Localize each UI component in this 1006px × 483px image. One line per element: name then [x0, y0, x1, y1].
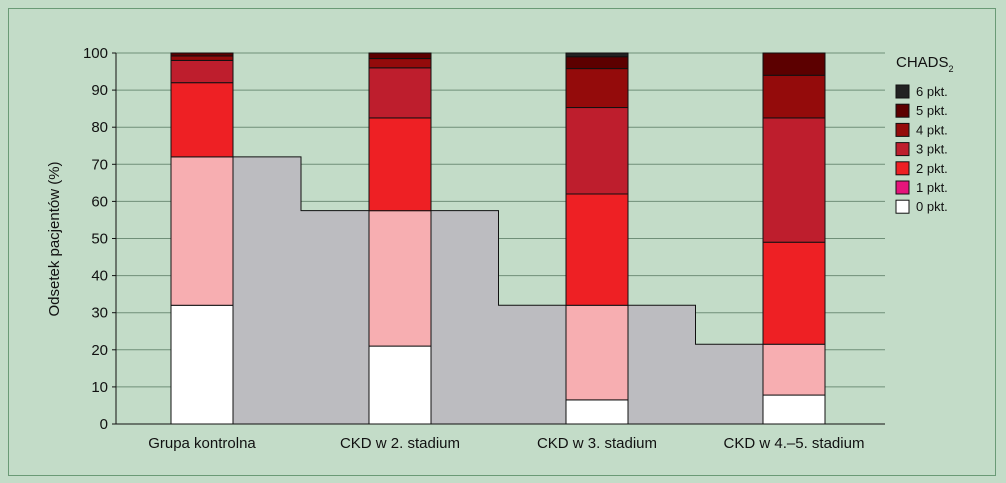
connector-area [627, 304, 764, 425]
legend-label: 5 pkt. [916, 103, 948, 118]
bar-segment [565, 304, 629, 401]
legend-label: 4 pkt. [916, 122, 948, 137]
chart-svg: 0 10 20 30 40 50 60 70 80 90 100 Grupa kontrolna CK… [46, 45, 954, 452]
bar-segment [170, 82, 234, 158]
legend-swatch [895, 180, 910, 195]
y-tick-label: 10 [91, 379, 108, 396]
bar-segment [170, 156, 234, 306]
y-tick-label: 100 [83, 45, 108, 62]
bar-segment [762, 74, 826, 119]
bar-segment [565, 399, 629, 425]
axes [112, 52, 885, 425]
bar-segment [762, 117, 826, 243]
connector-area [232, 156, 370, 425]
legend-label: 0 pkt. [916, 199, 948, 214]
legend-swatch [895, 142, 910, 157]
bar-stack [565, 52, 629, 425]
legend: CHADS2 6 pkt. 5 pkt. 4 pkt. 3 pkt. 2 pkt. 1 p… [895, 54, 954, 214]
bar-segment [565, 193, 629, 306]
y-tick-label: 40 [91, 268, 108, 285]
bar-segment [368, 58, 432, 69]
bar-segment [170, 59, 234, 84]
legend-title-subscript: 2 [949, 64, 954, 74]
y-tick-label: 0 [100, 416, 108, 433]
bar-segment [762, 241, 826, 345]
x-category-label: CKD w 4.–5. stadium [724, 435, 865, 452]
y-axis-label: Odsetek pacjentów (%) [46, 161, 63, 316]
y-tick-labels: 0 10 20 30 40 50 60 70 80 90 100 [83, 45, 108, 433]
y-tick-label: 50 [91, 231, 108, 248]
bar-stack [762, 52, 826, 425]
bar-segment [170, 55, 234, 61]
bar-segment [565, 107, 629, 195]
legend-label: 3 pkt. [916, 142, 948, 157]
connector-areas [232, 156, 764, 425]
y-tick-label: 60 [91, 193, 108, 210]
legend-swatch [895, 122, 910, 137]
bar-segment [170, 52, 234, 57]
bar-segment [565, 56, 629, 70]
bar-stack [368, 52, 432, 425]
bars [170, 52, 826, 425]
legend-swatch [895, 103, 910, 118]
bar-segment [368, 52, 432, 60]
x-category-labels: Grupa kontrolna CKD w 2. stadium CKD w 3. … [148, 435, 864, 452]
chart-frame: 0 10 20 30 40 50 60 70 80 90 100 Grupa kontrolna CK… [8, 8, 996, 476]
y-tick-label: 30 [91, 305, 108, 322]
bar-segment [762, 343, 826, 396]
legend-label: 6 pkt. [916, 84, 948, 99]
x-category-label: Grupa kontrolna [148, 435, 256, 452]
bar-segment [565, 52, 629, 58]
bar-segment [368, 117, 432, 212]
legend-label: 2 pkt. [916, 161, 948, 176]
y-tick-label: 70 [91, 156, 108, 173]
bar-segment [565, 68, 629, 109]
bar-segment [170, 304, 234, 425]
legend-title: CHADS2 [896, 54, 954, 74]
y-tick-label: 90 [91, 82, 108, 99]
connector-area [430, 210, 567, 425]
legend-swatch [895, 84, 910, 99]
y-tick-label: 20 [91, 342, 108, 359]
bar-segment [368, 67, 432, 119]
legend-label: 1 pkt. [916, 180, 948, 195]
x-category-label: CKD w 2. stadium [340, 435, 460, 452]
bar-stack [170, 52, 234, 425]
x-category-label: CKD w 3. stadium [537, 435, 657, 452]
legend-swatch [895, 161, 910, 176]
legend-swatch [895, 199, 910, 214]
y-tick-label: 80 [91, 119, 108, 136]
bar-segment [368, 345, 432, 425]
bar-segment [762, 52, 826, 76]
bar-segment [368, 210, 432, 347]
bar-segment [762, 394, 826, 425]
legend-title-main: CHADS [896, 54, 949, 71]
